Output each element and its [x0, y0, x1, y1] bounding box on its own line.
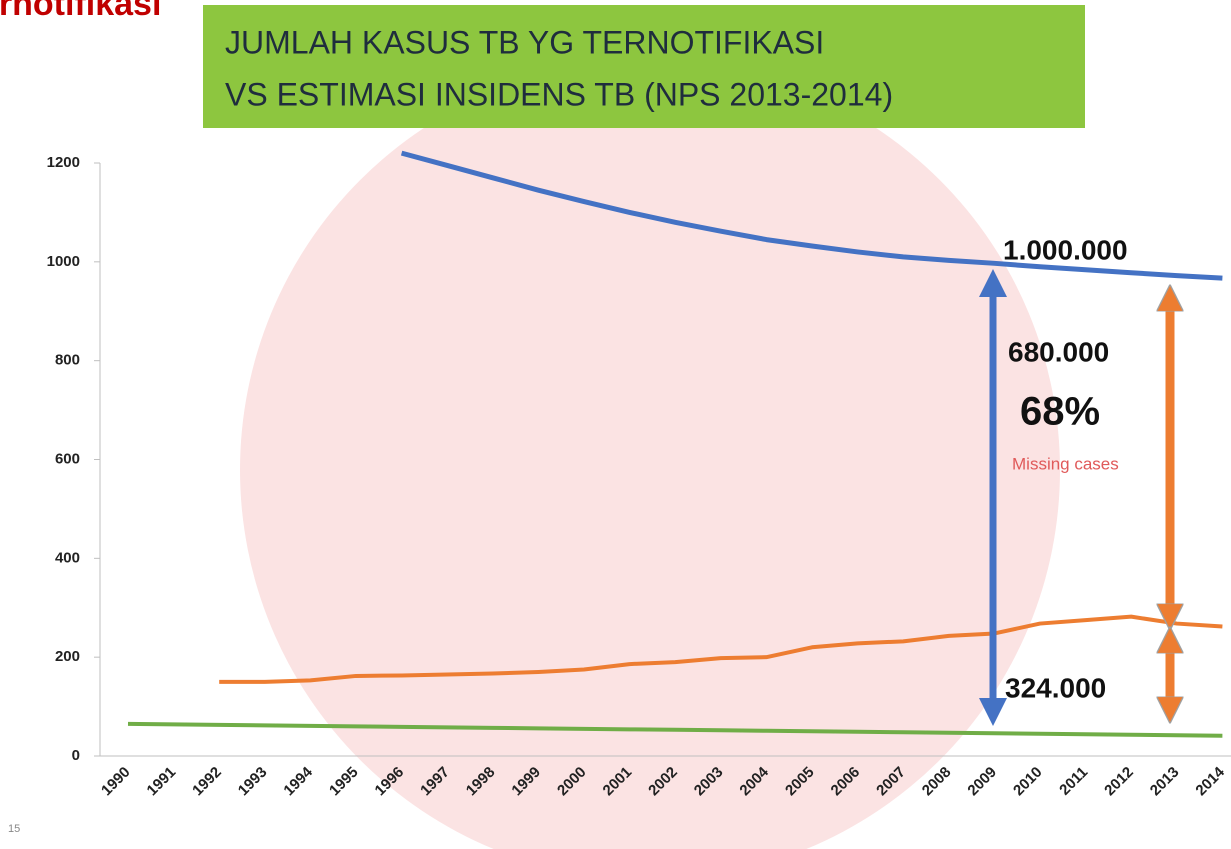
chart: ernotifikasi JUMLAH KASUS TB YG TERNOTIF… [0, 0, 1231, 849]
x-tick-label: 2009 [964, 764, 1000, 800]
x-tick-label: 1994 [280, 763, 316, 799]
annotation: 680.000 [1008, 336, 1109, 367]
x-tick-label: 1992 [189, 764, 225, 800]
x-tick-label: 2014 [1192, 763, 1228, 799]
y-tick-label: 800 [55, 352, 80, 369]
y-tick-label: 400 [55, 549, 80, 566]
x-tick-label: 2010 [1010, 764, 1046, 800]
annotation: 1.000.000 [1003, 234, 1128, 265]
page-number: 15 [8, 823, 20, 835]
y-tick-label: 1000 [47, 253, 80, 270]
y-tick-label: 600 [55, 450, 80, 467]
annotation: 324.000 [1005, 672, 1106, 703]
x-tick-label: 1995 [326, 764, 362, 800]
y-tick-label: 1200 [47, 154, 80, 171]
chart-title: VS ESTIMASI INSIDENS TB (NPS 2013-2014) [225, 76, 893, 112]
chart-title: JUMLAH KASUS TB YG TERNOTIFIKASI [225, 24, 824, 60]
x-tick-label: 2013 [1147, 764, 1183, 800]
x-tick-label: 1991 [144, 764, 180, 800]
y-tick-label: 0 [72, 747, 80, 764]
annotation: 68% [1020, 390, 1100, 434]
x-tick-label: 2012 [1101, 764, 1137, 800]
y-tick-label: 200 [55, 648, 80, 665]
x-tick-label: 2011 [1056, 764, 1091, 799]
annotation: Missing cases [1012, 454, 1119, 473]
x-tick-label: 1990 [98, 764, 134, 800]
slide-heading: ernotifikasi [0, 0, 161, 23]
x-tick-label: 1993 [235, 764, 271, 800]
